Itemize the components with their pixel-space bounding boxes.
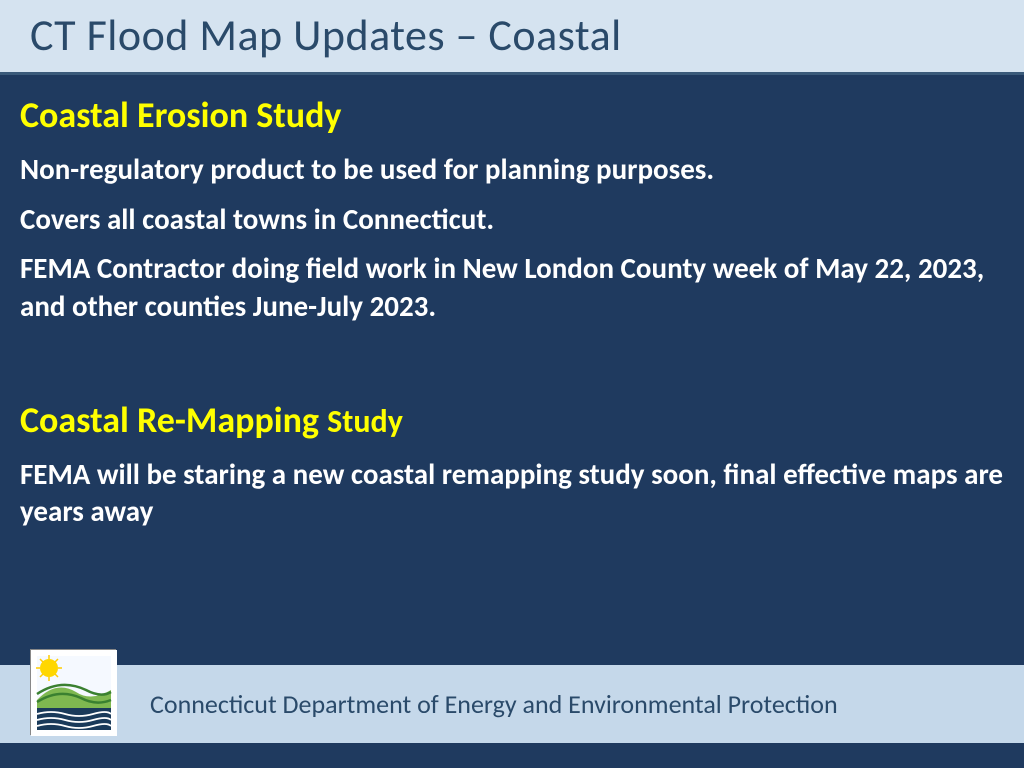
footer-org-text: Connecticut Department of Energy and Env… (150, 688, 838, 720)
section1-line1: Non-regulatory product to be used for pl… (20, 151, 1004, 189)
section2-heading: Coastal Re-Mapping Study (20, 398, 1004, 442)
section1-heading: Coastal Erosion Study (20, 93, 1004, 137)
title-bar: CT Flood Map Updates – Coastal (0, 0, 1024, 75)
section1-line2: Covers all coastal towns in Connecticut. (20, 201, 1004, 239)
section2-heading-main: Coastal Re-Mapping (20, 398, 327, 442)
slide-title: CT Flood Map Updates – Coastal (30, 8, 994, 62)
content-area: Coastal Erosion Study Non-regulatory pro… (0, 75, 1024, 665)
spacer (20, 338, 1004, 398)
footer-bar: Connecticut Department of Energy and Env… (0, 665, 1024, 743)
deep-logo-icon (30, 649, 116, 735)
section1-line3: FEMA Contractor doing field work in New … (20, 250, 1004, 325)
section2-heading-study: Study (327, 402, 403, 441)
section2-line1: FEMA will be staring a new coastal remap… (20, 456, 1004, 531)
